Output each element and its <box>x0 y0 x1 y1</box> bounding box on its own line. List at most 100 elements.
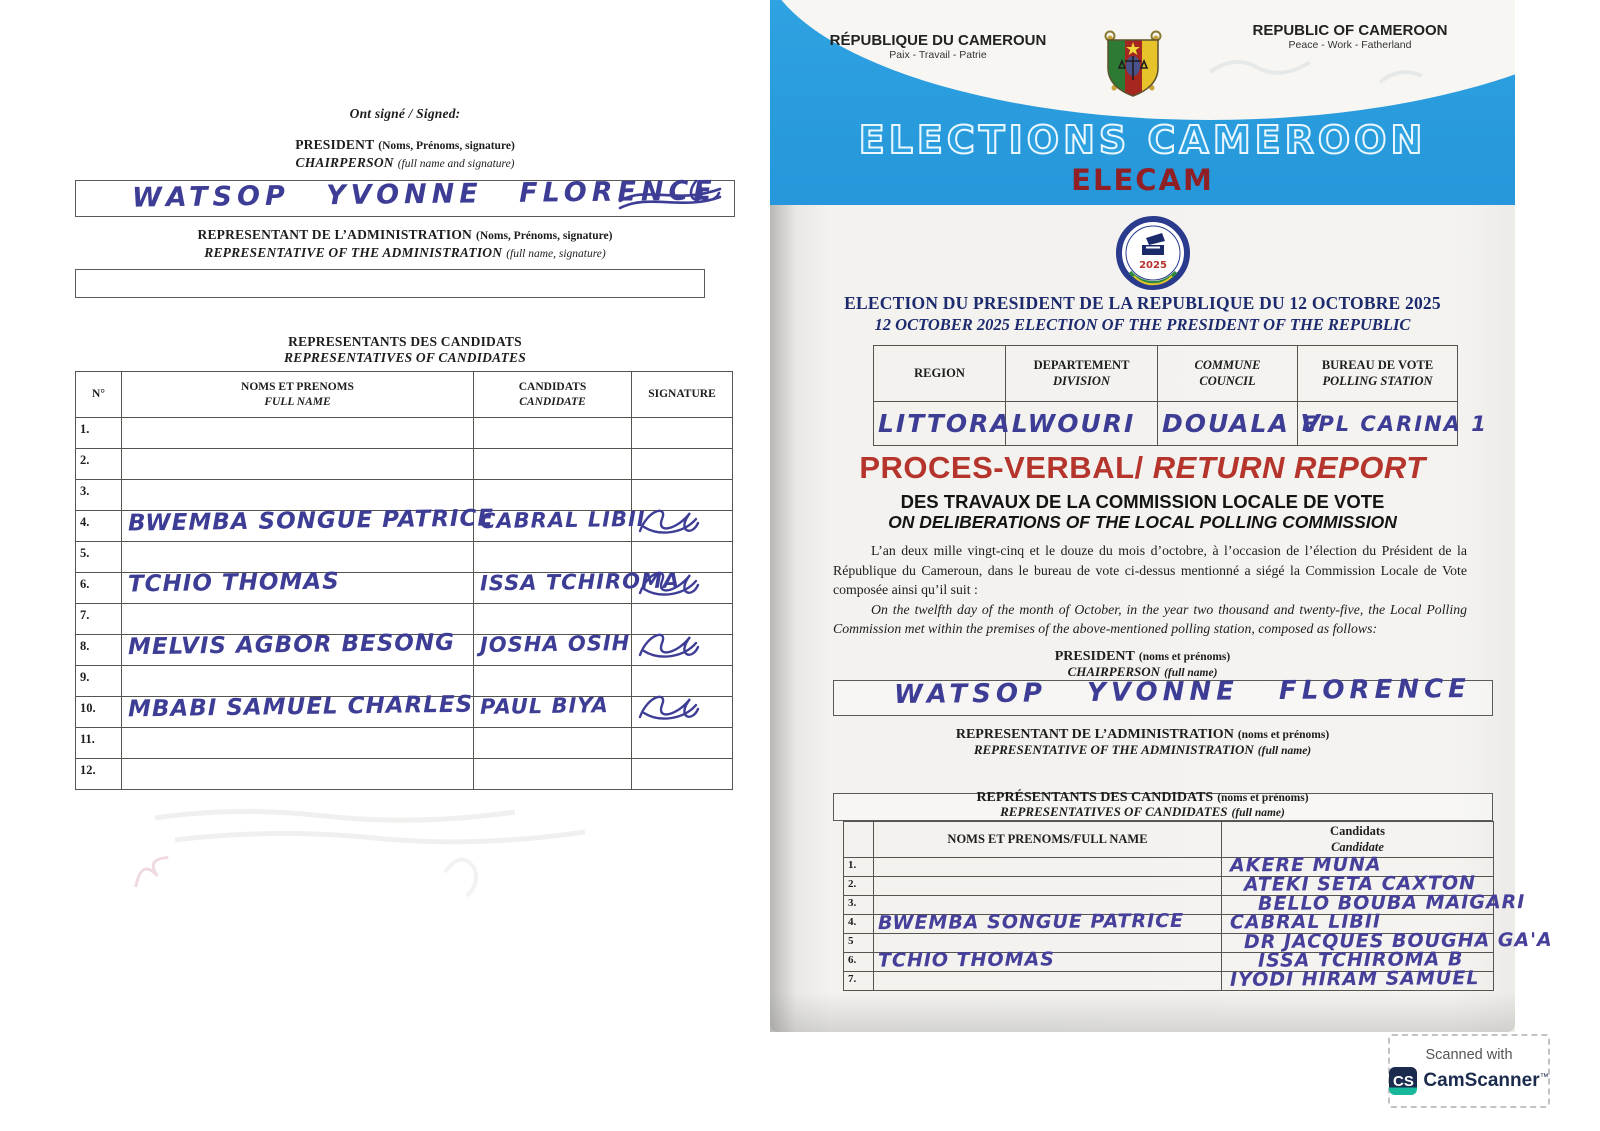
republic-header-en: REPUBLIC OF CAMEROON Peace - Work - Fath… <box>1252 22 1448 51</box>
table-row: 5. <box>75 541 733 573</box>
r-chairperson-handwritten-name: WATSOP YVONNE FLORENCE <box>893 673 1472 711</box>
signature-scribble <box>638 509 700 534</box>
table-row: 8. MELVIS AGBOR BESONG JOSHA OSIH <box>75 630 733 666</box>
right-page: RÉPUBLIQUE DU CAMEROUN Paix - Travail - … <box>770 0 1553 1032</box>
candidate-cell <box>473 448 632 480</box>
report-subtitle-en: ON DELIBERATIONS OF THE LOCAL POLLING CO… <box>888 512 1397 532</box>
row-number: 6. <box>843 952 874 972</box>
signature-cell <box>631 509 733 542</box>
col-council: COMMUNE COUNCIL <box>1157 345 1298 402</box>
row-number: 10. <box>75 696 122 728</box>
candidate-cell <box>473 417 632 449</box>
table-row: 7. IYODI HIRAM SAMUEL <box>843 967 1494 991</box>
banner-subtitle: ELECAM <box>1071 163 1214 197</box>
row-number: 3. <box>843 895 874 915</box>
signature-cell <box>631 479 733 511</box>
row-number: 1. <box>843 857 874 877</box>
council-value: DOUALA V <box>1157 401 1322 446</box>
row-number: 8. <box>75 634 122 666</box>
candidate-cell: JOSHA OSIH <box>473 631 632 666</box>
location-table: REGION DEPARTEMENT DIVISION COMMUNE COUN… <box>873 345 1488 446</box>
strike-signature-scribble <box>618 179 722 210</box>
handwritten-candidate: IYODI HIRAM SAMUEL <box>1229 967 1480 991</box>
row-number: 5. <box>75 541 122 573</box>
handwritten-rep-name: TCHIO THOMAS <box>127 568 340 598</box>
rep-name-cell <box>121 448 474 480</box>
signature-cell <box>631 541 733 573</box>
admin-label-fr: REPRESENTANT DE L’ADMINISTRATION (Noms, … <box>197 227 613 242</box>
camscanner-brand: CamScanner <box>1423 1070 1540 1091</box>
row-number: 2. <box>75 448 122 480</box>
rep-name-cell: BWEMBA SONGUE PATRICE <box>121 505 494 542</box>
table-row: 6. TCHIO THOMAS ISSA TCHIROMA <box>75 569 733 604</box>
location-header-row: REGION DEPARTEMENT DIVISION COMMUNE COUN… <box>873 345 1458 402</box>
table-row: 2. <box>75 448 733 480</box>
col-no <box>843 821 874 858</box>
table-row: 12. <box>75 758 733 790</box>
report-subtitle-fr: DES TRAVAUX DE LA COMMISSION LOCALE DE V… <box>900 491 1385 512</box>
right-representatives-table: NOMS ET PRENOMS/FULL NAME Candidats Cand… <box>843 821 1553 991</box>
col-signature: SIGNATURE <box>631 371 733 418</box>
table-row: 9. <box>75 665 733 697</box>
candidate-cell <box>473 665 632 697</box>
rep-name-cell <box>121 758 474 790</box>
row-number: 9. <box>75 665 122 697</box>
row-number: 1. <box>75 417 122 449</box>
row-number: 3. <box>75 479 122 511</box>
chairperson-value-box: WATSOP YVONNE FLORENCE <box>75 175 735 217</box>
right-table-header-row: NOMS ET PRENOMS/FULL NAME Candidats Cand… <box>843 821 1494 858</box>
r-admin-label-en: REPRESENTATIVE OF THE ADMINISTRATION (fu… <box>973 742 1312 757</box>
preamble-french: L’an deux mille vingt-cinq et le douze d… <box>833 543 1467 598</box>
table-row: 4. BWEMBA SONGUE PATRICE CABRAL LIBII <box>75 505 733 542</box>
col-division: DEPARTEMENT DIVISION <box>1005 345 1158 402</box>
election-title-fr: ELECTION DU PRESIDENT DE LA REPUBLIQUE D… <box>844 293 1441 313</box>
admin-value-box <box>75 269 705 298</box>
r-reps-title-en: REPRESENTATIVES OF CANDIDATES (full name… <box>1000 804 1285 819</box>
rep-name-cell <box>121 541 474 573</box>
col-polling-station: BUREAU DE VOTE POLLING STATION <box>1297 345 1458 402</box>
preamble-english: On the twelfth day of the month of Octob… <box>833 601 1467 637</box>
elecam-2025-logo: 2025 <box>1116 216 1190 290</box>
col-no: N° <box>75 371 122 418</box>
left-representatives-table: N° NOMS ET PRENOMS FULL NAME CANDIDATS C… <box>75 371 733 790</box>
signature-scribble <box>638 633 700 658</box>
bleed-through-marks <box>134 808 586 898</box>
preamble: L’an deux mille vingt-cinq et le douze d… <box>833 541 1467 639</box>
rep-name-cell: BWEMBA SONGUE PATRICE <box>873 910 1222 934</box>
candidate-cell <box>473 541 632 573</box>
republic-header-fr: RÉPUBLIQUE DU CAMEROUN Paix - Travail - … <box>829 32 1047 61</box>
handwritten-candidate: PAUL BIYA <box>479 693 609 719</box>
handwritten-rep-name: BWEMBA SONGUE PATRICE <box>877 909 1185 935</box>
candidate-cell <box>473 758 632 790</box>
table-row: 4. BWEMBA SONGUE PATRICE CABRAL LIBII <box>843 910 1494 934</box>
row-number: 7. <box>843 971 874 991</box>
rep-name-cell <box>121 727 474 759</box>
row-number: 11. <box>75 727 122 759</box>
reps-table-title-fr: REPRESENTANTS DES CANDIDATS <box>288 334 522 349</box>
rep-name-cell <box>873 876 1222 896</box>
camscanner-logo-icon: CS <box>1389 1067 1418 1095</box>
r-reps-title-fr: REPRÉSENTANTS DES CANDIDATS (noms et pré… <box>976 790 1309 805</box>
col-candidate: Candidats Candidate <box>1221 821 1494 858</box>
signature-cell <box>631 571 733 604</box>
report-title: PROCES-VERBAL/ RETURN REPORT <box>859 450 1426 485</box>
rep-name-cell <box>873 971 1222 991</box>
rep-name-cell <box>121 665 474 697</box>
table-row: 3. BELLO BOUBA MAIGARI <box>843 891 1525 915</box>
candidate-cell <box>473 479 632 511</box>
signature-cell <box>631 695 733 728</box>
candidate-cell <box>473 603 632 635</box>
table-row: 10. MBABI SAMUEL CHARLES PAUL BIYA <box>75 692 733 728</box>
location-values-row: LITTORAL WOURI DOUALA V EPL CARINA 1 <box>873 401 1488 446</box>
signature-cell <box>631 727 733 759</box>
reps-table-title-en: REPRESENTATIVES OF CANDIDATES <box>284 350 526 365</box>
elecam-banner: RÉPUBLIQUE DU CAMEROUN Paix - Travail - … <box>770 0 1515 205</box>
col-fullname: NOMS ET PRENOMS FULL NAME <box>121 371 474 418</box>
candidate-cell <box>473 727 632 759</box>
handwritten-rep-name: MELVIS AGBOR BESONG <box>127 629 456 661</box>
handwritten-candidate: JOSHA OSIH <box>479 630 631 658</box>
signature-scribble <box>638 695 700 720</box>
logo-year-text: 2025 <box>1139 260 1167 271</box>
r-chairperson-value-box: WATSOP YVONNE FLORENCE <box>833 674 1493 716</box>
region-value: LITTORAL <box>873 401 1030 446</box>
